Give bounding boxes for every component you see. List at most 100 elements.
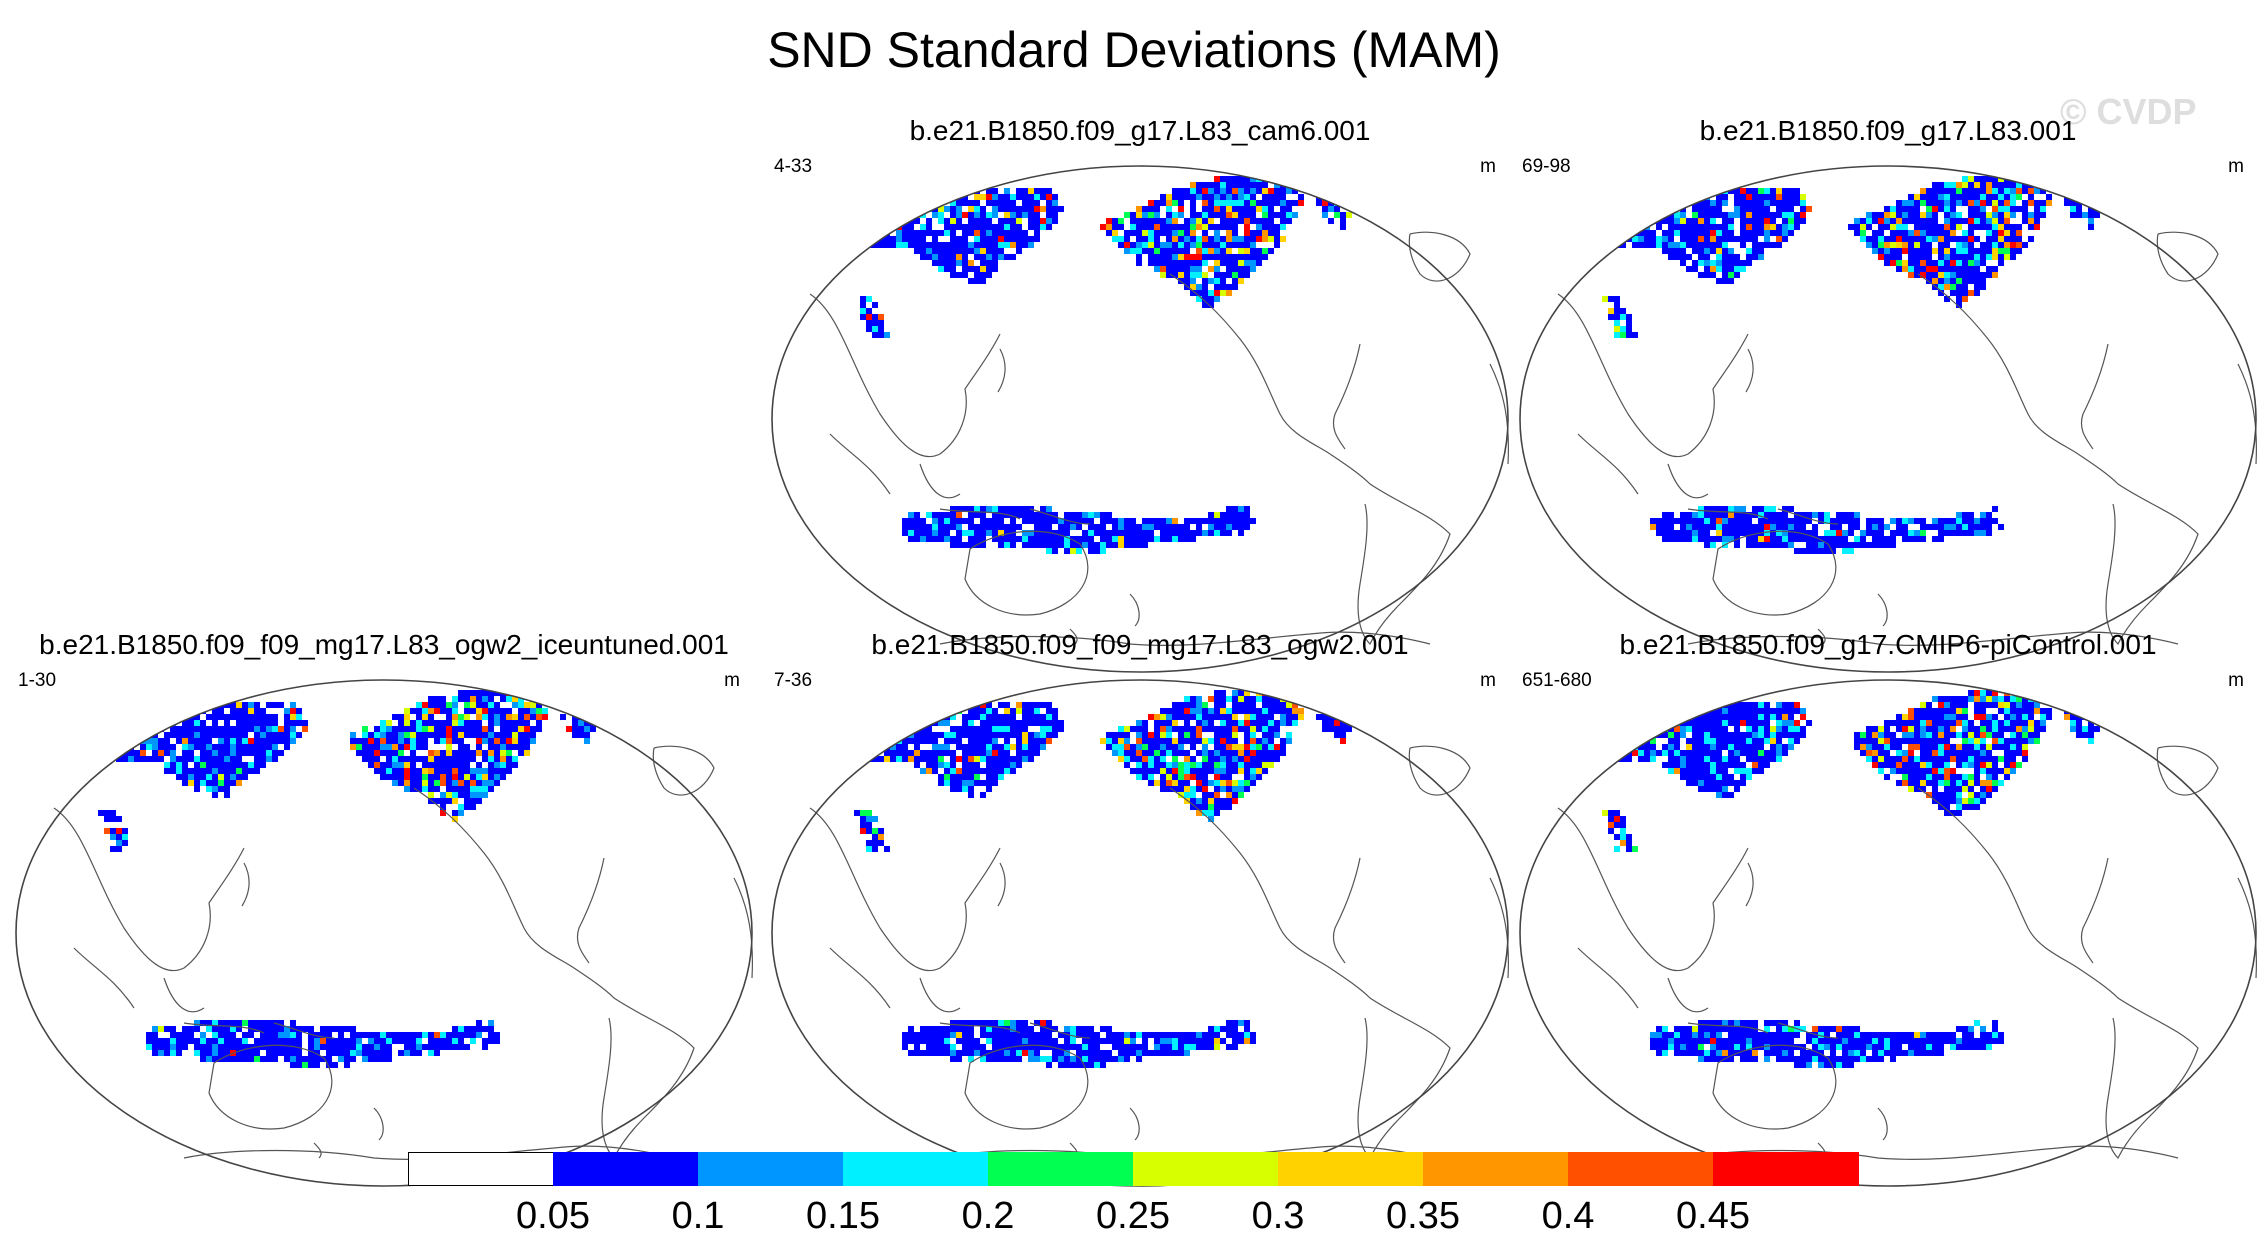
panel-title: b.e21.B1850.f09_g17.L83_cam6.001 <box>909 115 1371 146</box>
coastline <box>733 877 753 979</box>
map-globe <box>15 679 753 1187</box>
coastline <box>829 947 891 1009</box>
coastline <box>1877 1107 1888 1141</box>
coastline <box>997 348 1006 393</box>
colorbar-label: 0.25 <box>1096 1195 1170 1237</box>
coastline <box>2077 967 2199 1160</box>
coastline <box>1687 1145 2179 1160</box>
globe-outline <box>771 165 1509 673</box>
map-globe <box>771 679 1509 1187</box>
coastline <box>2080 857 2109 964</box>
panel-units: m <box>724 670 740 691</box>
coastline <box>1332 343 1361 450</box>
panel-title: b.e21.B1850.f09_f09_mg17.L83_ogw2.001 <box>871 629 1409 660</box>
coastline <box>1817 628 1826 645</box>
colorbar-label: 0.35 <box>1386 1195 1460 1237</box>
coastline <box>1917 273 2079 455</box>
coastline <box>373 1107 384 1141</box>
panel-years: 7-36 <box>774 670 813 691</box>
coastline <box>997 862 1006 907</box>
coastline <box>73 947 135 1009</box>
map-panel-l83: b.e21.B1850.f09_g17.L83.001 69-98 m <box>1518 114 2258 674</box>
panel-title: b.e21.B1850.f09_f09_mg17.L83_ogw2_iceunt… <box>39 629 729 660</box>
panel-years: 651-680 <box>1522 670 1592 691</box>
map-globe <box>1519 165 2257 673</box>
coastline <box>809 807 1001 972</box>
panel-units: m <box>2228 156 2244 177</box>
coastline <box>1129 1107 1140 1141</box>
coastline <box>1687 631 2179 646</box>
coastline <box>1069 628 1078 645</box>
coastline <box>1577 947 1639 1009</box>
coastline <box>1667 463 1839 525</box>
coastline <box>2080 343 2109 450</box>
colorbar-swatch <box>1423 1152 1569 1186</box>
coastline <box>313 1142 322 1159</box>
coastline <box>1667 977 1839 1039</box>
colorbar-label: 0.1 <box>671 1195 725 1237</box>
panel-title: b.e21.B1850.f09_g17.CMIP6-piControl.001 <box>1619 629 2157 660</box>
colorbar-swatch <box>408 1152 554 1186</box>
panel-title: b.e21.B1850.f09_g17.L83.001 <box>1699 115 2077 146</box>
globe-outline <box>771 679 1509 1187</box>
coastline <box>1329 453 1451 646</box>
snow-field <box>848 684 1352 1068</box>
coastline <box>576 857 605 964</box>
coastline <box>1489 877 1509 979</box>
panel-years: 1-30 <box>18 670 57 691</box>
coastline <box>1712 1044 1837 1130</box>
coastline <box>1745 862 1754 907</box>
colorbar-swatch <box>1568 1152 1714 1186</box>
coastline <box>919 977 1091 1039</box>
coastline <box>964 530 1089 616</box>
coastline <box>1577 433 1639 495</box>
colorbar-label: 0.3 <box>1251 1195 1305 1237</box>
colorbar-swatch <box>553 1152 699 1186</box>
coastline <box>2237 877 2257 979</box>
colorbar-swatch <box>1278 1152 1424 1186</box>
panel-units: m <box>1480 156 1496 177</box>
colorbar-label: 0.45 <box>1676 1195 1750 1237</box>
globe-outline <box>15 679 753 1187</box>
coastline <box>208 1044 333 1130</box>
colorbar-label: 0.05 <box>516 1195 590 1237</box>
watermark: © CVDP <box>2060 91 2197 132</box>
colorbar-label: 0.15 <box>806 1195 880 1237</box>
coastline <box>2077 453 2199 646</box>
map-panel-ogw2: b.e21.B1850.f09_f09_mg17.L83_ogw2.001 7-… <box>770 628 1510 1188</box>
panel-units: m <box>1480 670 1496 691</box>
coastline <box>919 463 1091 525</box>
colorbar-label: 0.4 <box>1541 1195 1595 1237</box>
coastline <box>1745 348 1754 393</box>
coastline <box>241 862 250 907</box>
colorbar-label: 0.2 <box>961 1195 1015 1237</box>
colorbar <box>408 1152 1860 1188</box>
panel-years: 69-98 <box>1522 156 1571 177</box>
coastline <box>1917 787 2079 969</box>
coastline <box>53 807 245 972</box>
colorbar-swatch <box>843 1152 989 1186</box>
globe-outline <box>1519 165 2257 673</box>
coastline <box>829 433 891 495</box>
globe-outline <box>1519 679 2257 1187</box>
coastline <box>1557 293 1749 458</box>
snow-field <box>92 684 596 1068</box>
colorbar-swatch <box>1713 1152 1859 1186</box>
coastline <box>1408 231 1471 282</box>
map-panel-ogw2-iceuntuned: b.e21.B1850.f09_f09_mg17.L83_ogw2_iceunt… <box>14 628 754 1188</box>
panel-years: 4-33 <box>774 156 813 177</box>
coastline <box>2156 231 2219 282</box>
snow-field <box>1596 684 2100 1068</box>
coastline <box>1129 593 1140 627</box>
snow-field <box>1596 170 2100 554</box>
coastline <box>1332 857 1361 964</box>
colorbar-swatch <box>698 1152 844 1186</box>
coastline <box>939 631 1431 646</box>
coastline <box>809 293 1001 458</box>
coastline <box>1408 745 1471 796</box>
main-title: SND Standard Deviations (MAM) <box>767 22 1501 78</box>
coastline <box>163 977 335 1039</box>
map-panel-cmip6-picontrol: b.e21.B1850.f09_g17.CMIP6-piControl.001 … <box>1518 628 2258 1188</box>
coastline <box>2156 745 2219 796</box>
coastline <box>1557 807 1749 972</box>
